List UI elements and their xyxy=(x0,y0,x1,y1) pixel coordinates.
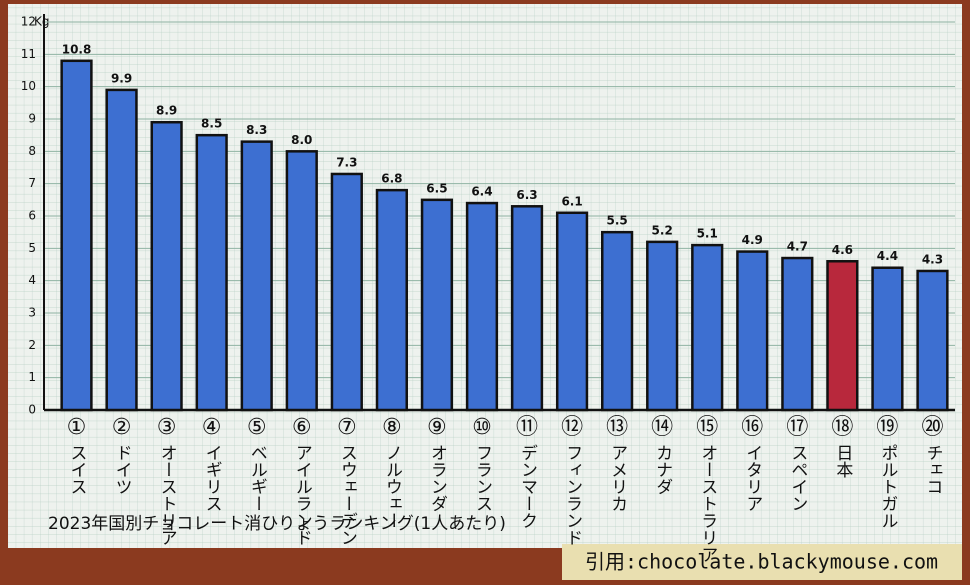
y-tick-label: 2 xyxy=(28,338,36,352)
bar xyxy=(285,150,318,412)
x-tick-label: 日本 xyxy=(832,444,853,478)
value-label: 6.3 xyxy=(516,188,537,202)
value-label: 4.6 xyxy=(832,243,853,257)
y-tick-label: 12 xyxy=(21,15,36,29)
x-tick-label: フィンランド xyxy=(562,444,582,546)
rank-label: ② xyxy=(112,415,132,440)
x-tick-label: アイルランド xyxy=(292,444,312,546)
bar xyxy=(60,59,93,412)
x-tick-label: ノルウェー xyxy=(382,444,402,529)
bar xyxy=(105,88,138,412)
value-label: 6.4 xyxy=(471,185,492,199)
rank-label: ⑰ xyxy=(786,415,808,440)
value-label: 4.4 xyxy=(877,249,898,263)
x-tick-label: アメリカ xyxy=(607,444,627,512)
bar xyxy=(330,172,363,412)
x-tick-label: スウェーデン xyxy=(337,444,357,546)
bar xyxy=(510,205,544,412)
rank-label: ⑬ xyxy=(606,415,628,440)
value-label: 8.5 xyxy=(201,117,222,131)
value-label: 5.2 xyxy=(652,223,673,237)
bar xyxy=(555,211,589,412)
rank-label: ⑩ xyxy=(472,415,492,440)
rank-label: ⑯ xyxy=(741,415,763,440)
rank-label: ④ xyxy=(202,415,222,440)
rank-label: ⑤ xyxy=(247,415,267,440)
bar xyxy=(195,133,228,412)
value-label: 8.9 xyxy=(156,104,177,118)
rank-label: ⑭ xyxy=(651,415,673,440)
y-tick-label: 8 xyxy=(28,144,36,158)
bar xyxy=(420,198,454,412)
value-label: 6.1 xyxy=(561,194,582,208)
value-label: 4.9 xyxy=(742,233,763,247)
bar xyxy=(691,243,724,412)
bar xyxy=(826,260,859,412)
value-label: 4.3 xyxy=(922,252,943,266)
bar xyxy=(150,120,183,412)
rank-label: ⑱ xyxy=(831,415,853,440)
x-tick-label: ベルギー xyxy=(247,444,267,512)
value-label: 9.9 xyxy=(111,71,132,85)
y-tick-label: 9 xyxy=(28,112,36,126)
rank-label: ⑲ xyxy=(876,415,898,440)
bar xyxy=(465,201,499,412)
rank-label: ⑦ xyxy=(337,415,357,440)
x-tick-label: ポルトガル xyxy=(877,444,897,529)
bar xyxy=(601,230,634,412)
x-tick-label: オランダ xyxy=(427,444,447,512)
source: 引用:chocolate.blackymouse.com xyxy=(585,550,938,574)
bar xyxy=(916,269,949,412)
x-tick-label: イタリア xyxy=(742,444,762,512)
y-tick-label: 3 xyxy=(28,306,36,320)
rank-label: ① xyxy=(67,415,87,440)
x-tick-label: デンマーク xyxy=(517,444,537,529)
x-tick-label: スペイン xyxy=(787,444,807,512)
bar xyxy=(871,266,904,412)
y-tick-label: 5 xyxy=(28,241,36,255)
rank-label: ⑪ xyxy=(516,415,538,440)
bar xyxy=(375,188,408,412)
bar xyxy=(781,256,814,412)
value-label: 8.0 xyxy=(291,133,312,147)
x-tick-label: スイス xyxy=(67,444,87,495)
rank-label: ⑧ xyxy=(382,415,402,440)
value-label: 6.5 xyxy=(426,181,447,195)
bar xyxy=(240,140,273,412)
value-label: 7.3 xyxy=(336,155,357,169)
value-label: 8.3 xyxy=(246,123,267,137)
y-tick-label: 7 xyxy=(28,176,36,190)
y-tick-label: 6 xyxy=(28,209,36,223)
rank-label: ③ xyxy=(157,415,177,440)
value-label: 4.7 xyxy=(787,240,808,254)
bar xyxy=(646,240,679,412)
value-label: 10.8 xyxy=(62,42,92,56)
rank-label: ⑨ xyxy=(427,415,447,440)
value-label: 6.8 xyxy=(381,172,402,186)
rank-label: ⑥ xyxy=(292,415,312,440)
rank-label: ⑫ xyxy=(561,415,583,440)
y-tick-label: 4 xyxy=(28,273,36,287)
rank-label: ⑳ xyxy=(921,415,943,440)
x-tick-label: オーストリア xyxy=(157,444,177,546)
x-tick-label: カナダ xyxy=(652,444,672,495)
x-tick-label: フランス xyxy=(472,444,492,512)
y-tick-label: 0 xyxy=(28,403,36,417)
x-tick-label: オーストラリア xyxy=(697,444,717,563)
y-tick-label: 10 xyxy=(21,79,36,93)
value-label: 5.1 xyxy=(697,227,718,241)
rank-label: ⑮ xyxy=(696,415,718,440)
bar xyxy=(736,250,769,412)
x-tick-label: チェコ xyxy=(922,444,942,495)
x-tick-label: ドイツ xyxy=(112,444,132,495)
y-tick-label: 11 xyxy=(21,47,36,61)
value-label: 5.5 xyxy=(606,214,627,228)
x-tick-label: イギリス xyxy=(202,444,222,512)
source-box xyxy=(562,544,962,580)
chart-title: 2023年国別チョコレート消ひりょうランキング(1人あたり) xyxy=(48,514,506,534)
y-unit: Kg xyxy=(34,15,50,29)
y-tick-label: 1 xyxy=(28,370,36,384)
